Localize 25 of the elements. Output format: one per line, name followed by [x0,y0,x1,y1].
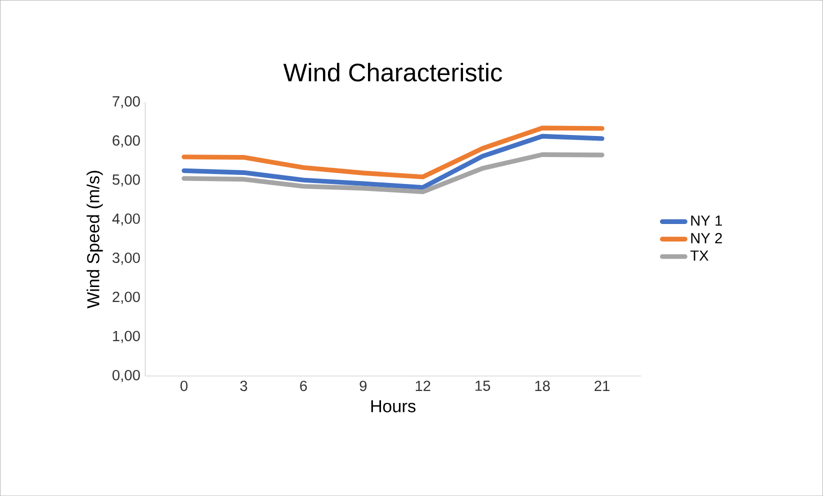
x-tick-label: 9 [360,380,367,392]
legend-label: TX [690,250,708,261]
legend-label: NY 2 [691,232,722,244]
x-tick-label: 18 [535,380,550,392]
y-axis-title: Wind Speed (m/s) [86,170,103,308]
chart-title: Wind Characteristic [283,62,502,82]
x-tick-label: 6 [300,380,307,392]
x-tick-label: 0 [180,380,188,392]
legend-label: NY 1 [691,216,722,226]
y-tick-label: 7,00 [112,96,140,108]
y-tick-label: 4,00 [112,213,140,226]
y-tick-label: 6,00 [112,135,140,148]
line-series [182,152,604,194]
y-tick-label: 3,00 [112,252,140,265]
x-tick-label: 3 [240,380,248,392]
line-series [182,134,604,190]
x-axis-title: Hours [371,400,416,412]
y-tick-label: 0,00 [112,370,140,382]
y-tick-label: 2,00 [112,292,140,304]
line-series [182,126,604,180]
y-tick-label: 5,00 [112,174,140,186]
y-tick-label: 1,00 [113,330,140,343]
x-tick-label: 15 [476,380,490,391]
x-tick-label: 21 [594,380,610,391]
x-tick-label: 12 [416,380,430,391]
